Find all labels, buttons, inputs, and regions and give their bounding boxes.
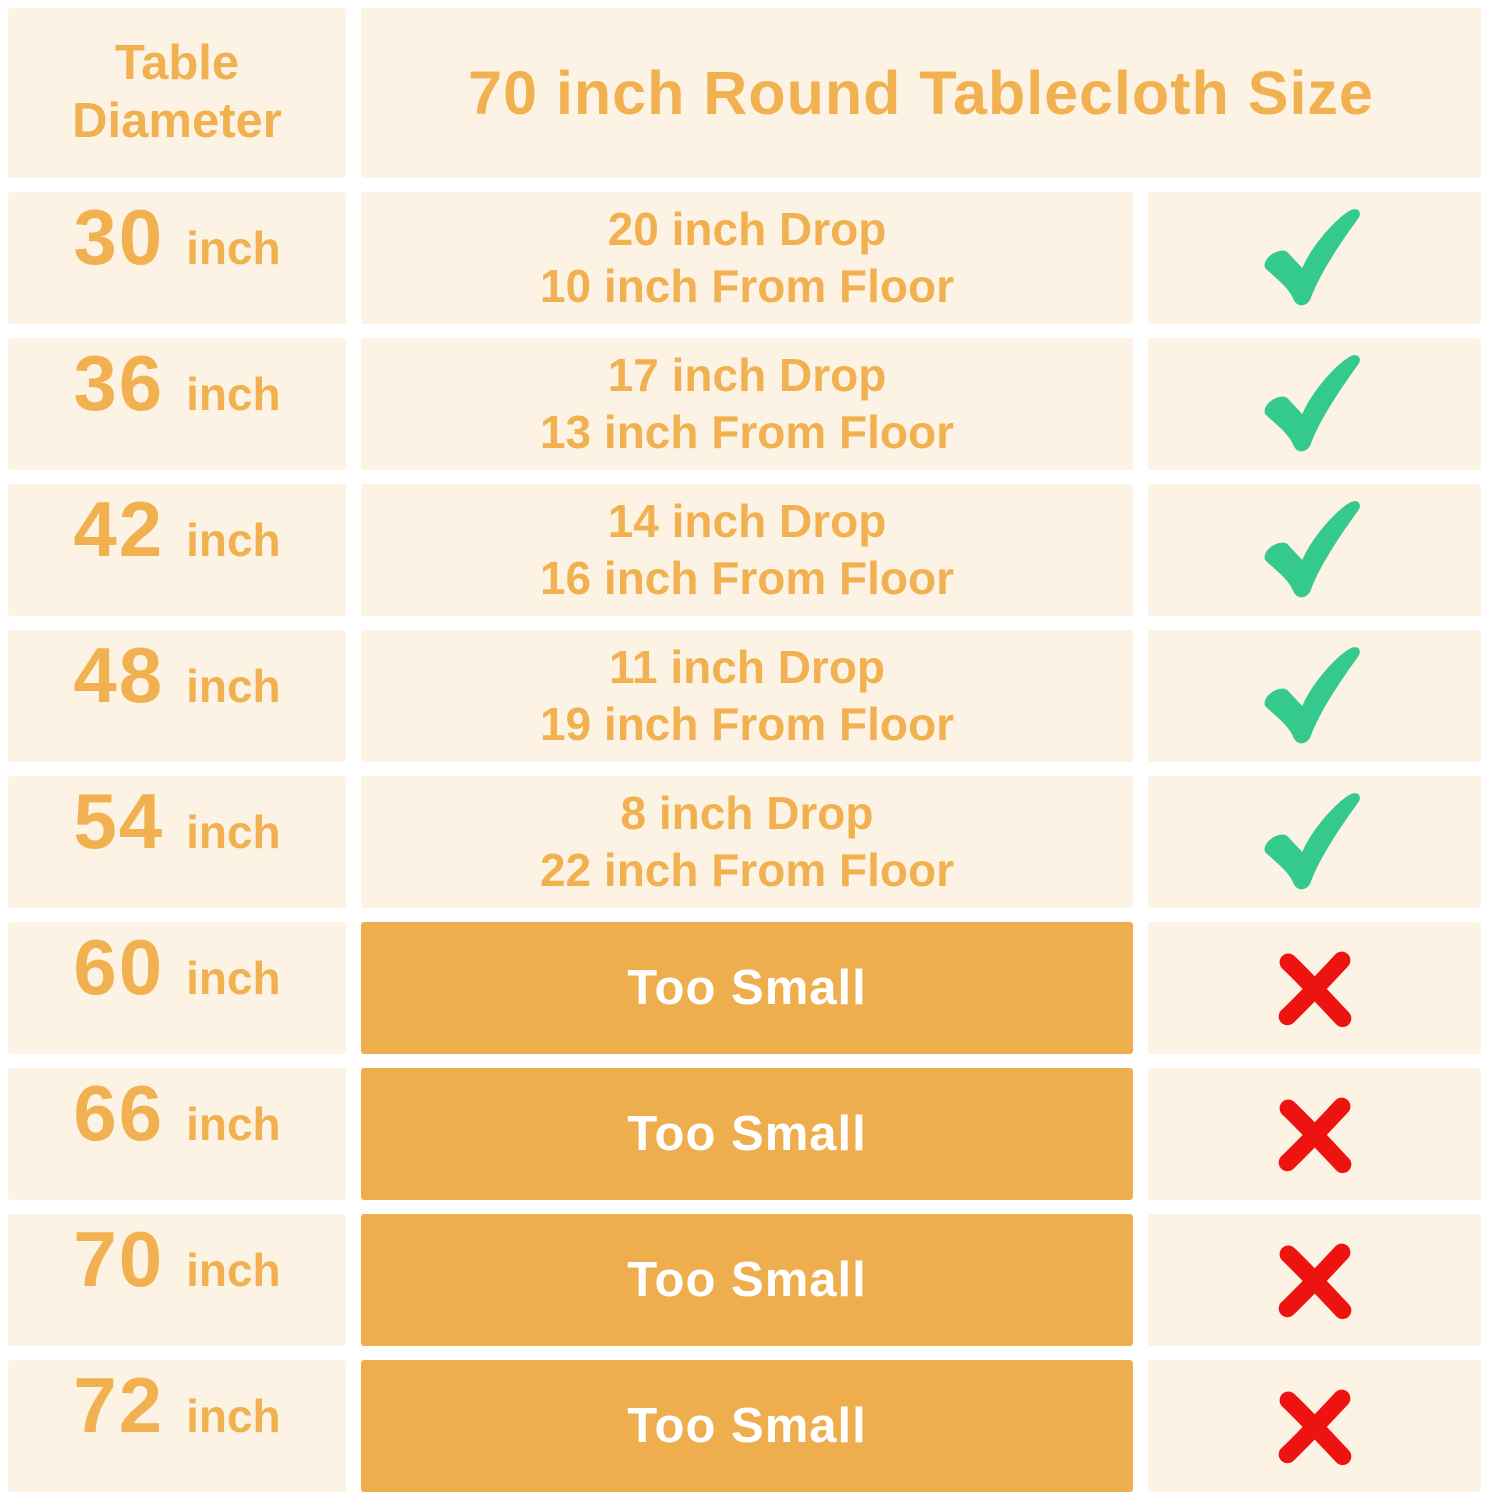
cross-icon	[1269, 942, 1361, 1034]
table-row-status	[1148, 338, 1481, 470]
table-row-diameter: 60 inch	[8, 922, 346, 1054]
from-floor-line: 13 inch From Floor	[539, 406, 955, 458]
header-tablecloth-size: 70 inch Round Tablecloth Size	[361, 8, 1481, 178]
diameter-unit: inch	[186, 368, 281, 420]
check-icon	[1256, 500, 1374, 600]
cross-icon	[1269, 1380, 1361, 1472]
check-icon	[1256, 646, 1374, 746]
diameter-unit: inch	[186, 222, 281, 274]
diameter-unit: inch	[186, 1098, 281, 1150]
diameter-unit: inch	[186, 514, 281, 566]
too-small-bar: Too Small	[361, 1360, 1133, 1492]
table-row-status	[1148, 192, 1481, 324]
table-row-status	[1148, 1068, 1481, 1200]
table-row-diameter: 36 inch	[8, 338, 346, 470]
table-row-status	[1148, 1360, 1481, 1492]
cross-icon	[1269, 1234, 1361, 1326]
check-icon	[1256, 792, 1374, 892]
diameter-unit: inch	[186, 1390, 281, 1442]
drop-line: 17 inch Drop	[607, 348, 887, 401]
table-row-status	[1148, 630, 1481, 762]
drop-line: 8 inch Drop	[620, 786, 874, 839]
table-row-status	[1148, 776, 1481, 908]
drop-line: 20 inch Drop	[607, 202, 887, 255]
diameter-unit: inch	[186, 806, 281, 858]
table-row-drop-info: 20 inch Drop 10 inch From Floor	[361, 192, 1133, 324]
diameter-value: 70	[73, 1215, 165, 1303]
diameter-value: 54	[73, 777, 165, 865]
table-row-drop-info: 8 inch Drop 22 inch From Floor	[361, 776, 1133, 908]
table-row-status	[1148, 484, 1481, 616]
table-row-diameter: 42 inch	[8, 484, 346, 616]
from-floor-line: 10 inch From Floor	[539, 260, 955, 312]
diameter-unit: inch	[186, 952, 281, 1004]
diameter-value: 72	[73, 1361, 165, 1449]
table-row-diameter: 72 inch	[8, 1360, 346, 1492]
diameter-value: 42	[73, 485, 165, 573]
table-row-status	[1148, 1214, 1481, 1346]
table-row-diameter: 54 inch	[8, 776, 346, 908]
diameter-value: 30	[73, 193, 165, 281]
table-row-diameter: 48 inch	[8, 630, 346, 762]
too-small-bar: Too Small	[361, 1068, 1133, 1200]
diameter-value: 66	[73, 1069, 165, 1157]
table-row-drop-info: 14 inch Drop 16 inch From Floor	[361, 484, 1133, 616]
diameter-value: 60	[73, 923, 165, 1011]
table-row-drop-info: 17 inch Drop 13 inch From Floor	[361, 338, 1133, 470]
from-floor-line: 16 inch From Floor	[539, 552, 955, 604]
table-row-drop-info: 11 inch Drop 19 inch From Floor	[361, 630, 1133, 762]
check-icon	[1256, 354, 1374, 454]
diameter-value: 36	[73, 339, 165, 427]
diameter-value: 48	[73, 631, 165, 719]
header-table-diameter: Table Diameter	[8, 8, 346, 178]
check-icon	[1256, 208, 1374, 308]
table-row-diameter: 30 inch	[8, 192, 346, 324]
too-small-bar: Too Small	[361, 1214, 1133, 1346]
diameter-unit: inch	[186, 660, 281, 712]
drop-line: 11 inch Drop	[608, 640, 886, 693]
too-small-bar: Too Small	[361, 922, 1133, 1054]
table-row-diameter: 70 inch	[8, 1214, 346, 1346]
drop-line: 14 inch Drop	[607, 494, 887, 547]
from-floor-line: 22 inch From Floor	[539, 844, 955, 896]
from-floor-line: 19 inch From Floor	[539, 698, 955, 750]
diameter-unit: inch	[186, 1244, 281, 1296]
table-row-status	[1148, 922, 1481, 1054]
table-row-diameter: 66 inch	[8, 1068, 346, 1200]
cross-icon	[1269, 1088, 1361, 1180]
